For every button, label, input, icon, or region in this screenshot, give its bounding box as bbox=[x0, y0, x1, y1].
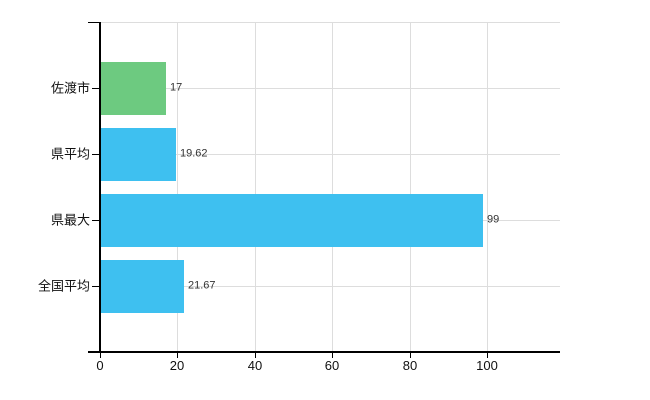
y-axis-category-tick bbox=[92, 220, 100, 221]
x-tick-label: 100 bbox=[476, 358, 498, 373]
y-axis bbox=[99, 22, 101, 352]
x-tick-label: 20 bbox=[169, 358, 185, 373]
y-axis-category-tick bbox=[92, 154, 100, 155]
bar-value-label: 99 bbox=[487, 213, 500, 226]
bar-value-label: 17 bbox=[170, 81, 183, 94]
category-label: 県最大 bbox=[50, 212, 90, 228]
x-gridline bbox=[332, 22, 333, 352]
bar-3[interactable] bbox=[100, 260, 184, 313]
x-gridline bbox=[177, 22, 178, 352]
x-axis-tick bbox=[487, 352, 488, 358]
y-axis-category-tick bbox=[92, 286, 100, 287]
x-gridline bbox=[255, 22, 256, 352]
x-axis-tick bbox=[100, 352, 101, 358]
bar-0[interactable] bbox=[100, 62, 166, 115]
x-tick-label: 60 bbox=[324, 358, 340, 373]
x-gridline bbox=[410, 22, 411, 352]
y-axis-category-tick bbox=[92, 88, 100, 89]
x-tick-label: 40 bbox=[247, 358, 263, 373]
x-axis-tick bbox=[177, 352, 178, 358]
x-axis-tick bbox=[410, 352, 411, 358]
x-gridline bbox=[487, 22, 488, 352]
category-label: 全国平均 bbox=[37, 278, 90, 294]
bar-2[interactable] bbox=[100, 194, 483, 247]
x-axis-tick bbox=[332, 352, 333, 358]
plot-top-gridline bbox=[100, 22, 560, 23]
category-gridline bbox=[100, 154, 560, 155]
x-tick-label: 0 bbox=[96, 358, 104, 373]
category-gridline bbox=[100, 286, 560, 287]
x-axis-tick bbox=[255, 352, 256, 358]
category-label: 県平均 bbox=[50, 146, 90, 162]
bar-value-label: 21.67 bbox=[188, 279, 216, 292]
category-gridline bbox=[100, 88, 560, 89]
x-axis bbox=[88, 351, 560, 353]
x-tick-label: 80 bbox=[402, 358, 418, 373]
y-axis-top-tick bbox=[88, 22, 100, 23]
bar-1[interactable] bbox=[100, 128, 176, 181]
category-label: 佐渡市 bbox=[50, 80, 90, 96]
bar-value-label: 19.62 bbox=[180, 147, 208, 160]
